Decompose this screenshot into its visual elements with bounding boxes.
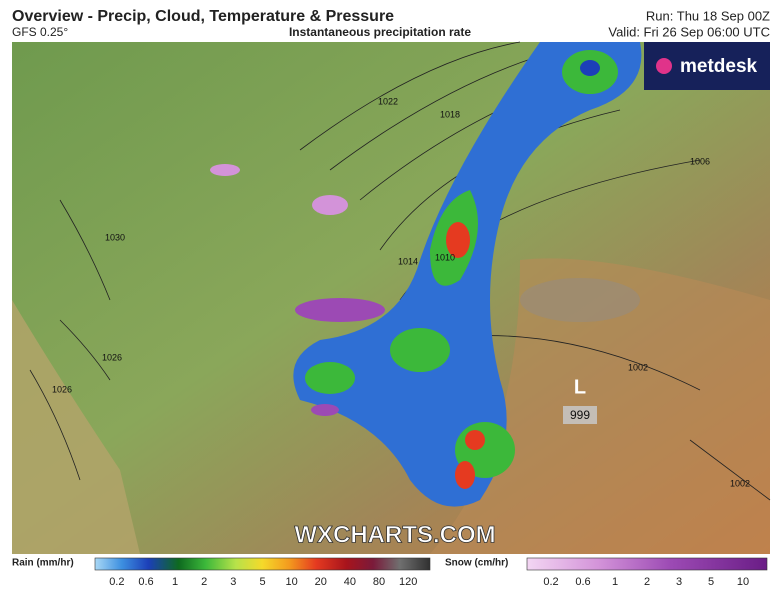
isobar-label: 1026 [52, 384, 72, 394]
rain-tick-label: 10 [286, 576, 298, 588]
isobar-label: 1002 [730, 478, 750, 488]
rain-tick-label: 5 [259, 576, 265, 588]
rain-legend-title: Rain (mm/hr) [12, 558, 74, 569]
isobar-label: 1010 [435, 252, 455, 262]
model: GFS 0.25° [12, 25, 68, 39]
rain-tick-label: 0.2 [109, 576, 124, 588]
sea [520, 278, 640, 322]
isobar-label: 1006 [690, 156, 710, 166]
snow-tick-label: 2 [644, 576, 650, 588]
rain-tick-label: 3 [230, 576, 236, 588]
snow-tick-label: 5 [708, 576, 714, 588]
rain-tick-label: 120 [399, 576, 417, 588]
logo-text: metdesk [680, 56, 758, 77]
rain-tick-label: 1 [172, 576, 178, 588]
isobar-label: 1030 [105, 232, 125, 242]
rain-tick-label: 2 [201, 576, 207, 588]
isobar-label: 1022 [378, 96, 398, 106]
rain-tick-label: 40 [344, 576, 356, 588]
snow-tick-label: 0.6 [575, 576, 590, 588]
terrain [430, 258, 770, 554]
terrain [12, 300, 140, 554]
rain-tick-label: 20 [315, 576, 327, 588]
isobar-label: 1018 [440, 109, 460, 119]
snow-legend-title: Snow (cm/hr) [445, 558, 508, 569]
snow-tick-label: 10 [737, 576, 749, 588]
rain-tick-label: 80 [373, 576, 385, 588]
run-time: Run: Thu 18 Sep 00Z [646, 8, 770, 23]
snow-tick-label: 1 [612, 576, 618, 588]
valid-time: Valid: Fri 26 Sep 06:00 UTC [608, 24, 770, 39]
low-pressure: 999 [570, 408, 590, 422]
rain-colorbar [94, 557, 431, 571]
snow-tick-label: 3 [676, 576, 682, 588]
isobar-label: 1002 [628, 362, 648, 372]
low-symbol: L [574, 376, 586, 398]
snow-tick-label: 0.2 [543, 576, 558, 588]
subtitle: Instantaneous precipitation rate [289, 25, 471, 39]
precipitation [210, 42, 642, 507]
isobar-label: 1014 [398, 256, 418, 266]
rain-tick-label: 0.6 [138, 576, 153, 588]
low-box [563, 406, 597, 424]
watermark: WXCHARTS.COM [294, 521, 495, 548]
title: Overview - Precip, Cloud, Temperature & … [12, 8, 394, 25]
logo-icon [656, 58, 672, 74]
isobar-label: 1026 [102, 352, 122, 362]
snow-colorbar [526, 557, 768, 571]
